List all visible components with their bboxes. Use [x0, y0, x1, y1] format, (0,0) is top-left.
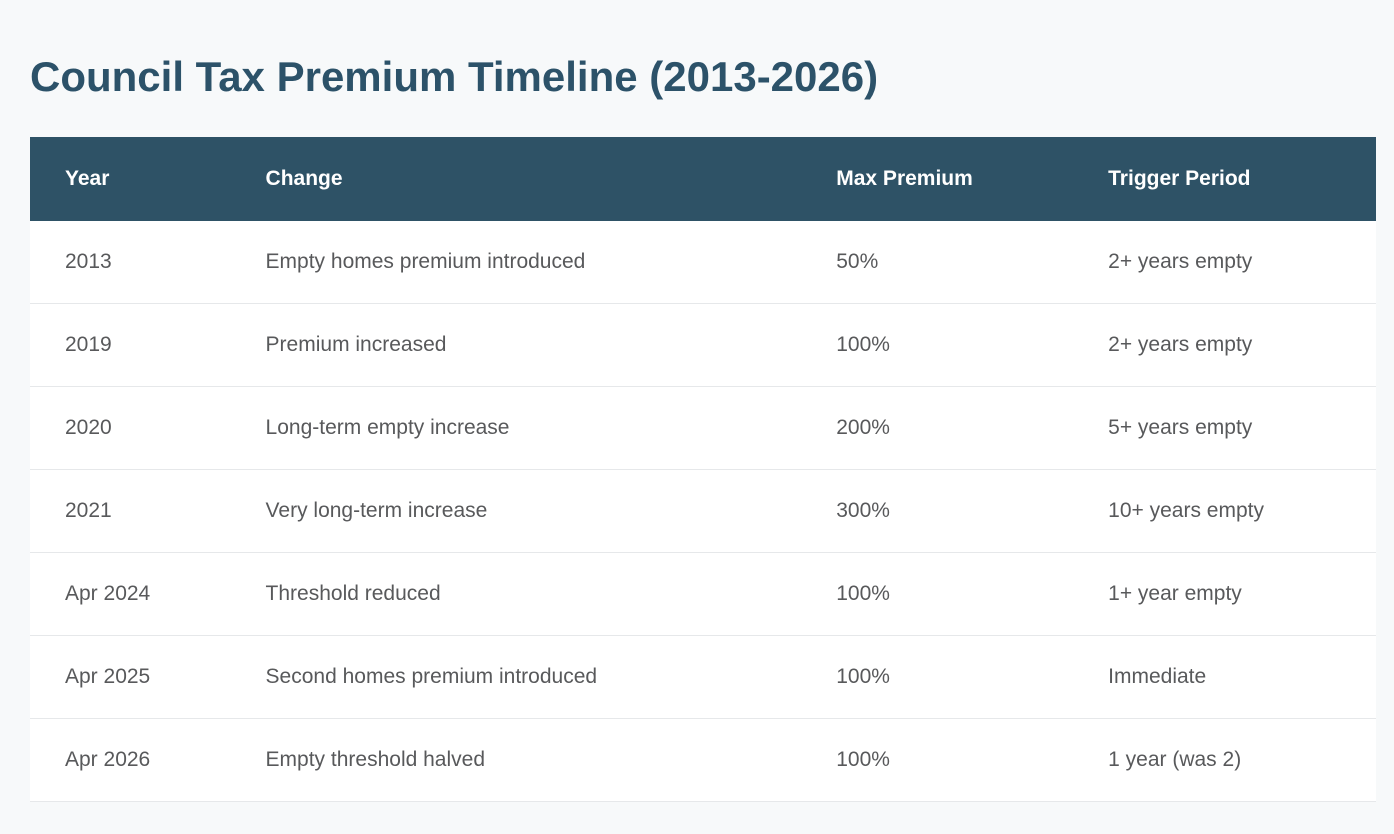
- table-row: Apr 2024 Threshold reduced 100% 1+ year emp…: [30, 552, 1376, 637]
- table-cell-change: Premium increased: [230, 303, 802, 388]
- table-cell-change: Very long-term increase: [230, 469, 802, 554]
- table-cell-trigger-period: 2+ years empty: [1073, 303, 1376, 388]
- table-cell-trigger-period: Immediate: [1073, 635, 1376, 720]
- table-row: 2021 Very long-term increase 300% 10+ years…: [30, 469, 1376, 554]
- column-header-year: Year: [30, 137, 231, 222]
- table-cell-trigger-period: 2+ years empty: [1073, 221, 1376, 305]
- table-cell-year: 2019: [30, 303, 231, 388]
- table-row: 2013 Empty homes premium introduced 50% 2+ …: [30, 221, 1376, 305]
- table-row: Apr 2025 Second homes premium introduced 1…: [30, 635, 1376, 720]
- table-cell-year: 2013: [30, 221, 231, 305]
- table-cell-year: Apr 2024: [30, 552, 231, 637]
- table-cell-max-premium: 100%: [801, 635, 1074, 720]
- table-cell-max-premium: 100%: [801, 552, 1074, 637]
- table-cell-trigger-period: 5+ years empty: [1073, 386, 1376, 471]
- table-cell-trigger-period: 1+ year empty: [1073, 552, 1376, 637]
- column-header-change: Change: [230, 137, 802, 222]
- table-row: Apr 2026 Empty threshold halved 100% 1 year…: [30, 718, 1376, 803]
- table-cell-change: Threshold reduced: [230, 552, 802, 637]
- table-cell-year: 2021: [30, 469, 231, 554]
- table-cell-trigger-period: 10+ years empty: [1073, 469, 1376, 554]
- table-row: 2020 Long-term empty increase 200% 5+ years…: [30, 386, 1376, 471]
- table-cell-trigger-period: 1 year (was 2): [1073, 718, 1376, 803]
- premium-timeline-table: Year Change Max Premium Trigger Period 2…: [30, 137, 1376, 803]
- table-cell-max-premium: 300%: [801, 469, 1074, 554]
- table-cell-change: Empty homes premium introduced: [230, 221, 802, 305]
- table-cell-change: Second homes premium introduced: [230, 635, 802, 720]
- table-header-row: Year Change Max Premium Trigger Period: [30, 137, 1376, 222]
- table-cell-max-premium: 50%: [801, 221, 1074, 305]
- column-header-trigger-period: Trigger Period: [1073, 137, 1376, 222]
- table-body: 2013 Empty homes premium introduced 50% 2+ …: [30, 221, 1376, 803]
- table-cell-year: 2020: [30, 386, 231, 471]
- table-cell-change: Empty threshold halved: [230, 718, 802, 803]
- table-cell-year: Apr 2026: [30, 718, 231, 803]
- table-cell-change: Long-term empty increase: [230, 386, 802, 471]
- table-row: 2019 Premium increased 100% 2+ years empty: [30, 303, 1376, 388]
- table-cell-max-premium: 100%: [801, 303, 1074, 388]
- page-title: Council Tax Premium Timeline (2013-2026): [30, 53, 879, 100]
- column-header-max-premium: Max Premium: [801, 137, 1074, 222]
- table-cell-max-premium: 200%: [801, 386, 1074, 471]
- table-cell-year: Apr 2025: [30, 635, 231, 720]
- table-cell-max-premium: 100%: [801, 718, 1074, 803]
